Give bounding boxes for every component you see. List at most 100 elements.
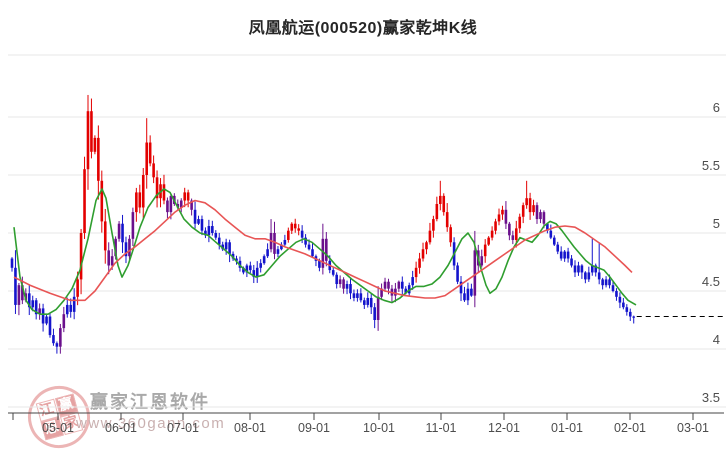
candle-body bbox=[497, 214, 501, 222]
candle-body bbox=[97, 137, 100, 181]
candle-body bbox=[311, 249, 314, 257]
candle-body bbox=[597, 272, 601, 280]
candle-body bbox=[190, 200, 193, 210]
candle-body bbox=[625, 307, 629, 312]
candle-body bbox=[470, 288, 473, 296]
candle-body bbox=[107, 250, 111, 266]
candle-body bbox=[93, 137, 97, 152]
candle-body bbox=[283, 239, 287, 245]
candle-body bbox=[594, 265, 598, 273]
candle-body bbox=[48, 316, 52, 336]
candle-body bbox=[235, 258, 238, 261]
candle-body bbox=[59, 328, 62, 347]
candle-body bbox=[259, 263, 262, 268]
candle-body bbox=[438, 195, 442, 204]
candle-body bbox=[21, 285, 24, 301]
candle-body bbox=[556, 244, 560, 252]
candle-body bbox=[449, 227, 452, 243]
candle-body bbox=[504, 209, 508, 224]
candle-body bbox=[34, 300, 38, 315]
candle-body bbox=[255, 267, 259, 278]
candle-body bbox=[535, 205, 539, 220]
candle-body bbox=[103, 221, 107, 251]
candle-body bbox=[373, 307, 376, 320]
candle-body bbox=[179, 200, 183, 208]
candle-body bbox=[304, 237, 307, 245]
candle-body bbox=[249, 265, 252, 271]
candle-body bbox=[577, 265, 580, 273]
candle-body bbox=[487, 237, 490, 245]
candle-body bbox=[521, 205, 525, 217]
candle-body bbox=[262, 256, 266, 264]
candles-layer bbox=[10, 94, 636, 354]
candle-body bbox=[252, 270, 256, 278]
candle-body bbox=[428, 230, 432, 243]
ma-slow-path bbox=[13, 199, 633, 302]
candle-body bbox=[72, 296, 76, 312]
candle-body bbox=[273, 233, 276, 254]
candle-body bbox=[349, 284, 352, 294]
candle-body bbox=[117, 223, 121, 239]
candle-body bbox=[407, 285, 411, 294]
candle-body bbox=[559, 251, 563, 259]
candle-body bbox=[86, 111, 90, 170]
candle-body bbox=[552, 237, 556, 245]
candle-body bbox=[131, 212, 135, 239]
candle-body bbox=[38, 308, 41, 315]
candle-body bbox=[397, 281, 401, 289]
candle-body bbox=[166, 200, 169, 213]
candle-body bbox=[587, 272, 591, 280]
candle-body bbox=[280, 244, 283, 250]
candle-body bbox=[387, 281, 390, 289]
candle-body bbox=[65, 304, 69, 315]
month-tick-label: 08-01 bbox=[234, 421, 266, 435]
candle-body bbox=[100, 180, 104, 222]
candle-body bbox=[141, 175, 145, 208]
candle-body bbox=[276, 249, 280, 254]
candle-body bbox=[622, 302, 625, 308]
candle-body bbox=[55, 343, 59, 347]
candle-body bbox=[41, 308, 45, 324]
month-tick-label: 10-01 bbox=[363, 421, 395, 435]
candle-body bbox=[618, 296, 622, 303]
candle-body bbox=[463, 293, 466, 301]
ma-red-line bbox=[13, 199, 633, 302]
candle-body bbox=[197, 219, 200, 224]
candle-body bbox=[473, 250, 477, 296]
candle-body bbox=[155, 177, 159, 199]
month-tick-label: 05-01 bbox=[42, 421, 74, 435]
candle-body bbox=[211, 226, 214, 233]
candle-body bbox=[231, 253, 235, 259]
candle-body bbox=[162, 184, 166, 201]
candle-body bbox=[380, 288, 383, 297]
candle-body bbox=[542, 212, 546, 224]
candle-body bbox=[152, 163, 155, 178]
candle-body bbox=[290, 223, 294, 231]
candle-body bbox=[432, 219, 435, 231]
candle-body bbox=[425, 242, 428, 250]
price-tick-label: 6 bbox=[713, 100, 720, 115]
candle-body bbox=[293, 223, 297, 229]
candle-body bbox=[318, 260, 321, 268]
month-tick-label: 01-01 bbox=[551, 421, 583, 435]
price-tick-label: 5 bbox=[713, 216, 720, 231]
candle-body bbox=[445, 212, 449, 228]
candle-body bbox=[570, 258, 573, 266]
candle-body bbox=[300, 230, 304, 238]
candle-body bbox=[83, 169, 86, 233]
candle-body bbox=[245, 265, 249, 273]
candle-body bbox=[207, 226, 211, 236]
month-tick-label: 06-01 bbox=[105, 421, 137, 435]
grid-layer bbox=[8, 54, 726, 408]
candle-body bbox=[601, 279, 604, 286]
candle-body bbox=[345, 284, 349, 289]
candle-body bbox=[546, 223, 549, 231]
candle-body bbox=[128, 238, 131, 257]
candle-body bbox=[228, 242, 231, 254]
candle-body bbox=[79, 233, 83, 280]
candle-body bbox=[266, 249, 269, 257]
candle-body bbox=[459, 281, 463, 294]
candle-body bbox=[90, 111, 93, 152]
candle-body bbox=[532, 205, 535, 213]
